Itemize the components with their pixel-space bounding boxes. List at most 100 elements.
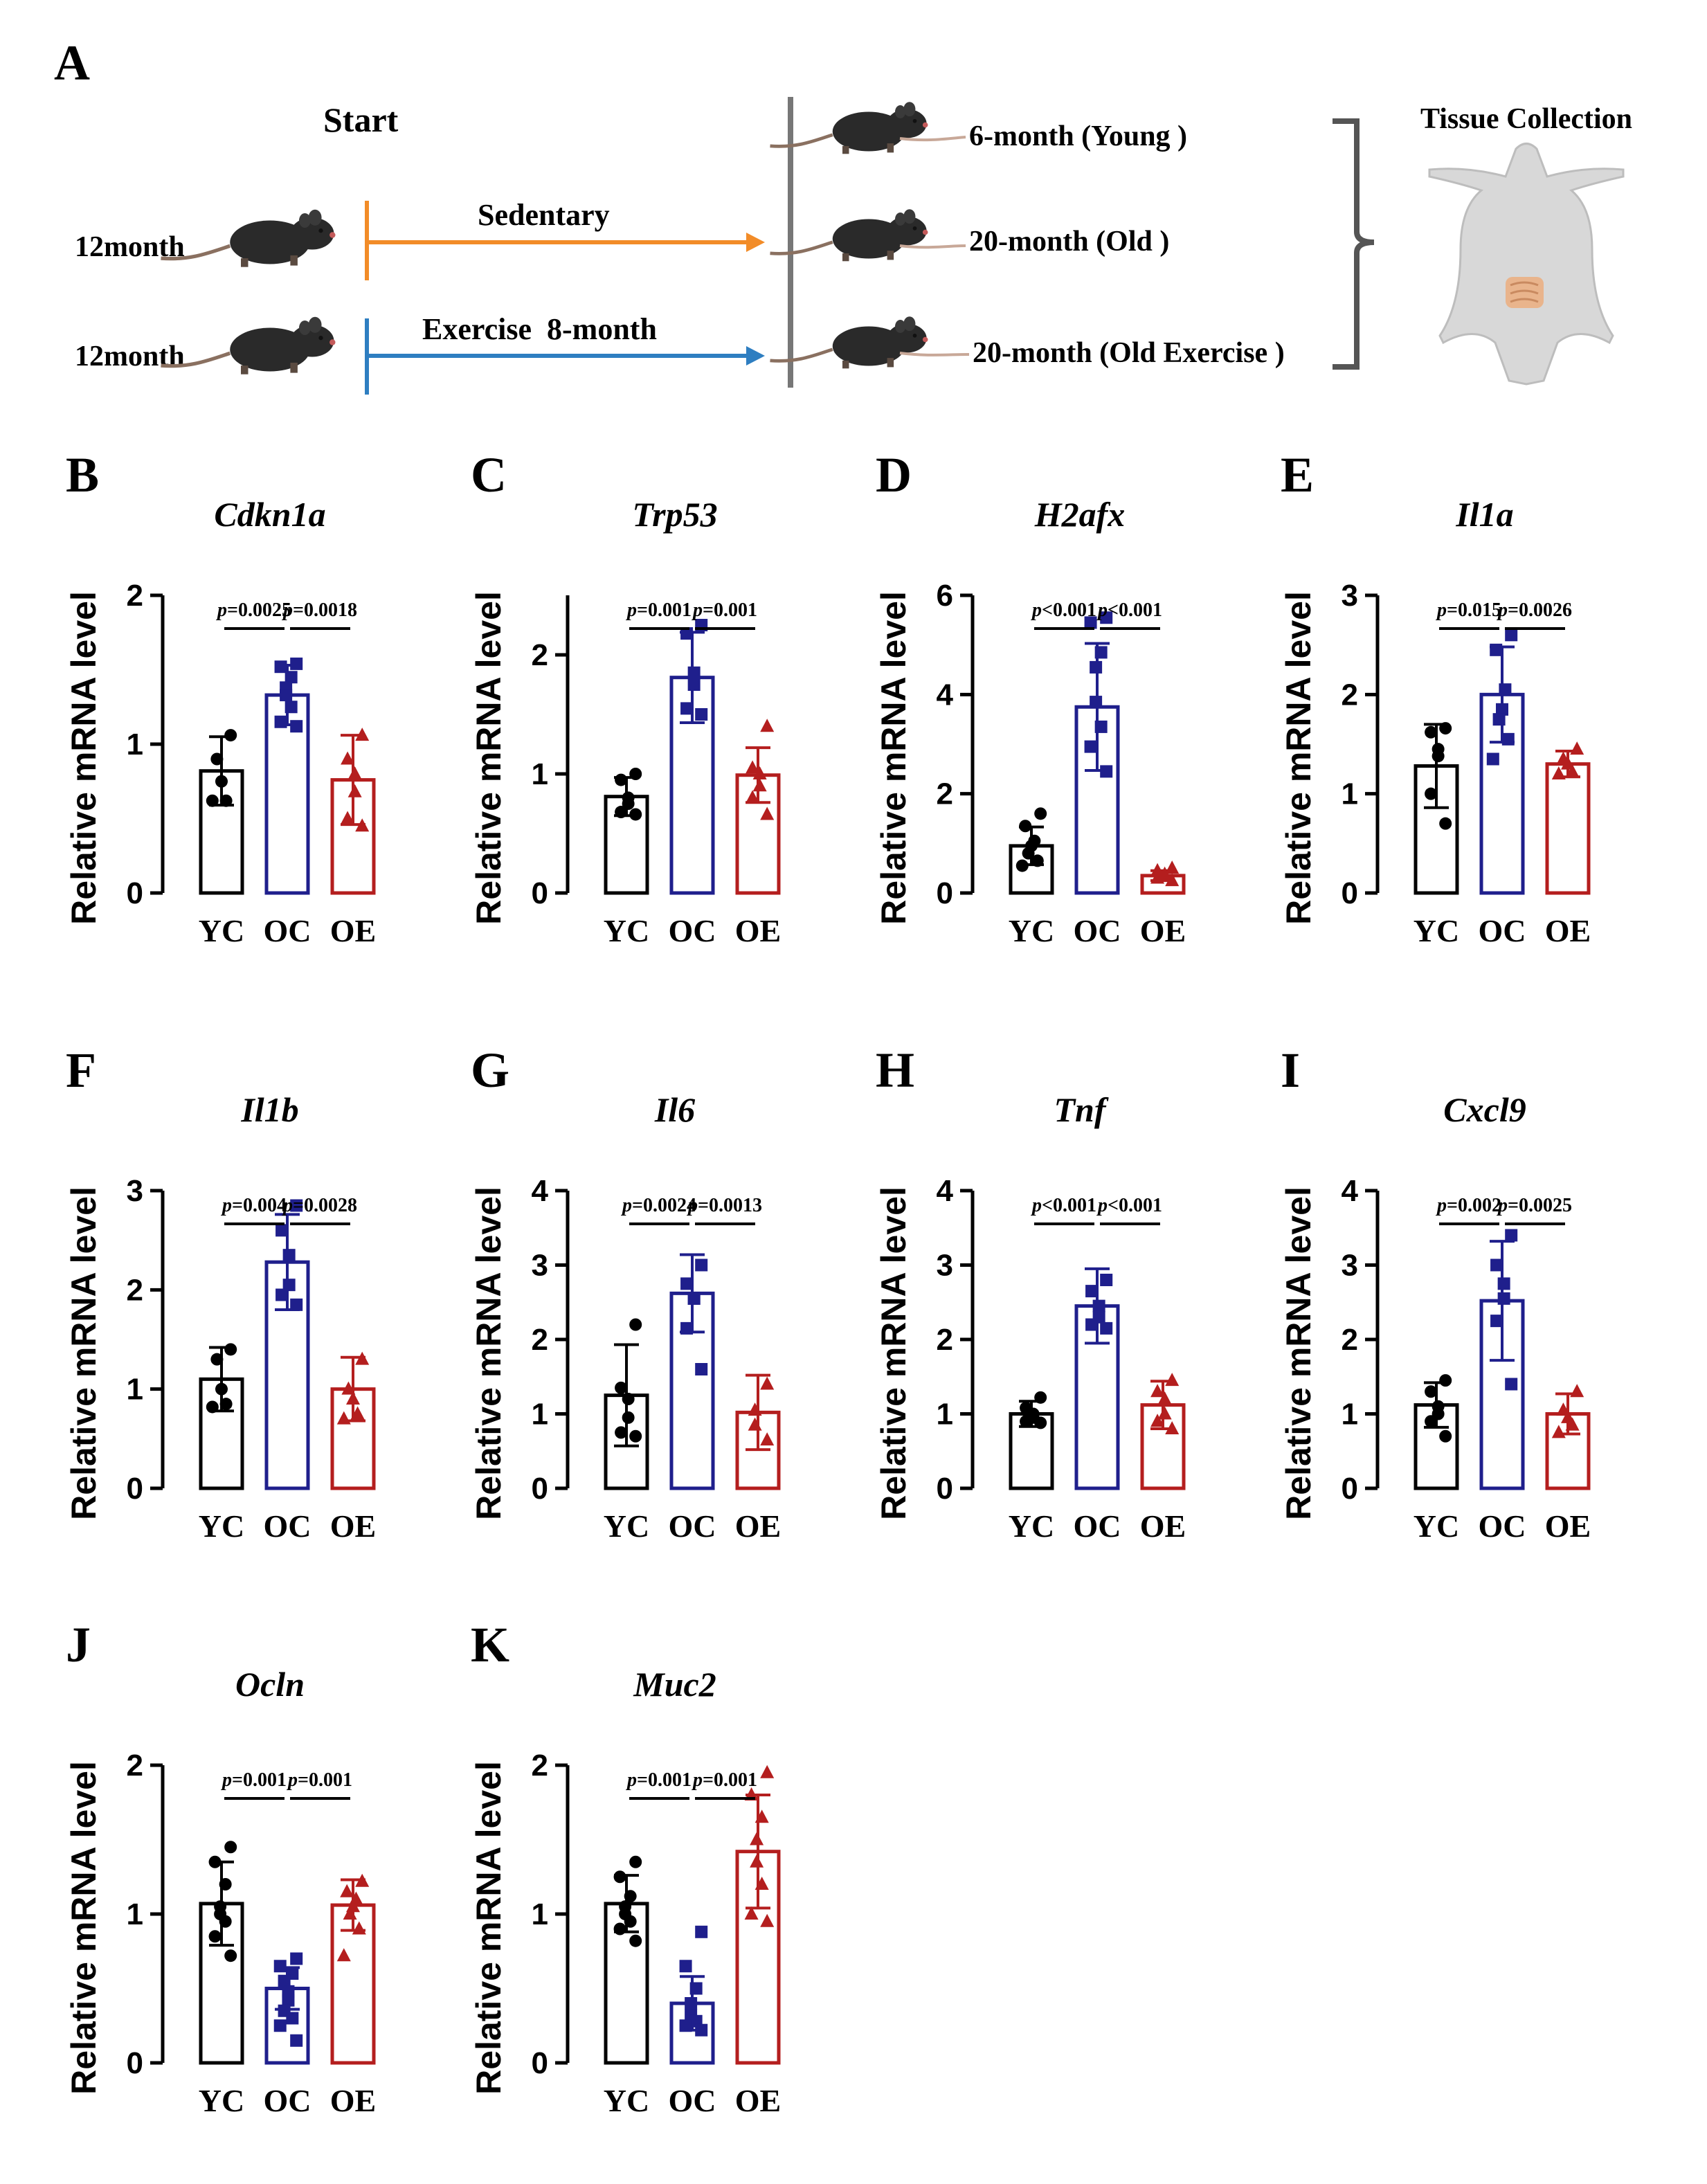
data-point <box>1425 787 1438 800</box>
p-symbol: p <box>282 599 293 621</box>
data-point <box>1570 741 1584 755</box>
panel-letter: J <box>66 1617 91 1672</box>
data-point <box>276 1224 289 1237</box>
data-point <box>210 1353 224 1366</box>
x-tick-label: OC <box>1074 913 1121 948</box>
data-point <box>680 627 694 640</box>
panel-letter: E <box>1281 447 1314 503</box>
data-point <box>1492 713 1506 726</box>
data-point <box>290 657 303 670</box>
data-point <box>1034 807 1047 820</box>
data-point <box>282 1249 296 1262</box>
data-point <box>1499 683 1512 696</box>
data-point <box>760 1376 775 1390</box>
mouse-dissection-icon <box>1428 143 1625 386</box>
group-old-exercise: 20-month (Old Exercise ) <box>973 337 1285 369</box>
y-tick-label: 1 <box>937 1398 953 1432</box>
data-point <box>748 1417 762 1431</box>
y-tick-label: 6 <box>937 579 953 613</box>
data-point <box>752 766 767 779</box>
panel-letter: G <box>471 1043 509 1098</box>
data-point <box>1497 1277 1510 1290</box>
p-value-label: p=0.001 <box>692 599 757 621</box>
data-point <box>624 1890 637 1903</box>
data-point <box>1439 817 1452 830</box>
data-point <box>1094 720 1108 733</box>
data-point <box>290 1199 303 1212</box>
data-point <box>680 702 694 715</box>
data-point <box>689 1982 703 1995</box>
p-value-label: p=0.001 <box>221 1769 287 1791</box>
x-tick-label: OE <box>330 913 376 948</box>
y-axis-label: Relative mRNA level <box>874 591 913 925</box>
p-symbol: p <box>1497 599 1508 621</box>
chart-panel-e: E Il1a Relative mRNA level 0 1 2 3 YC OC OE p=0.01… <box>1279 447 1591 948</box>
y-tick-label: 2 <box>937 777 953 811</box>
mouse-icon <box>770 102 928 154</box>
y-tick-label: 0 <box>937 876 953 910</box>
p-value-text: =0.015 <box>1447 599 1501 621</box>
data-point <box>1439 722 1452 735</box>
y-tick-label: 3 <box>1342 1249 1358 1283</box>
data-point <box>347 784 362 797</box>
p-symbol: p <box>221 1769 232 1791</box>
data-point <box>695 1363 708 1375</box>
data-point <box>273 2019 287 2032</box>
y-tick-label: 0 <box>937 1472 953 1506</box>
data-point <box>755 1810 769 1823</box>
data-point <box>1165 860 1180 874</box>
p-symbol: p <box>1436 1195 1447 1216</box>
p-value-label: p<0.001 <box>1031 1195 1096 1216</box>
data-point <box>748 1402 762 1416</box>
data-point <box>282 1994 295 2007</box>
p-value-label: p=0.0024 <box>621 1195 696 1216</box>
y-tick-label: 1 <box>1342 777 1358 811</box>
y-tick-label: 0 <box>532 1472 548 1506</box>
data-point <box>615 1381 628 1394</box>
y-tick-label: 0 <box>1342 1472 1358 1506</box>
group-young: 6-month (Young ) <box>969 120 1187 152</box>
data-point <box>755 1877 769 1890</box>
exercise-label: Exercise 8-month <box>422 312 657 346</box>
mouse-tail <box>899 244 966 249</box>
p-value-text: =0.001 <box>703 599 757 621</box>
data-point <box>1565 1417 1580 1431</box>
data-point <box>1425 1385 1438 1398</box>
data-point <box>206 1400 219 1414</box>
panel-letter: D <box>876 447 912 503</box>
y-tick-label: 2 <box>1342 678 1358 712</box>
data-point <box>346 1391 360 1405</box>
data-point <box>219 1915 232 1928</box>
data-point <box>352 1921 366 1935</box>
data-point <box>219 1398 233 1411</box>
p-symbol: p <box>216 599 227 621</box>
y-axis-label: Relative mRNA level <box>64 1761 103 2095</box>
y-tick-label: 0 <box>1342 876 1358 910</box>
y-tick-label: 2 <box>127 1273 143 1307</box>
start-label: Start <box>323 100 399 139</box>
chart-title: H2afx <box>1034 495 1126 534</box>
data-point <box>1505 1229 1518 1242</box>
data-point <box>274 660 287 674</box>
p-value-text: <0.001 <box>1108 599 1162 621</box>
p-value-label: p=0.0025 <box>1497 1195 1572 1216</box>
panel-letter: F <box>66 1043 96 1098</box>
data-point <box>695 2023 708 2037</box>
data-point <box>613 1870 626 1884</box>
data-point <box>1439 1374 1452 1387</box>
p-symbol: p <box>692 599 703 621</box>
data-point <box>219 794 233 807</box>
data-point <box>1486 752 1499 766</box>
y-tick-label: 0 <box>127 1472 143 1506</box>
mouse-icon <box>770 316 928 368</box>
data-point <box>629 808 642 821</box>
data-point <box>760 1913 775 1927</box>
data-point <box>1157 1391 1172 1405</box>
p-symbol: p <box>1436 599 1447 621</box>
data-point <box>1496 703 1508 716</box>
x-tick-label: YC <box>604 913 649 948</box>
data-point <box>219 1878 232 1890</box>
